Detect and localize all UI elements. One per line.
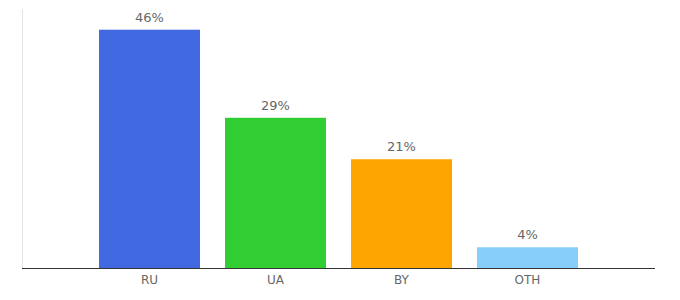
bar	[99, 30, 200, 268]
bar	[351, 159, 452, 268]
data-label: 46%	[135, 10, 164, 25]
bar	[225, 118, 326, 268]
chart-container: 46% RU 29% UA 21% BY 4% OTH	[0, 0, 680, 300]
data-label: 29%	[261, 98, 290, 113]
x-tick-label: RU	[141, 273, 158, 287]
x-tick-label: OTH	[515, 273, 541, 287]
chart: 46% RU 29% UA 21% BY 4% OTH	[0, 0, 680, 300]
y-axis-line	[22, 9, 23, 268]
x-tick-label: BY	[394, 273, 410, 287]
x-axis-line	[22, 268, 655, 269]
data-label: 21%	[387, 139, 416, 154]
bars	[99, 30, 578, 268]
x-tick-label: UA	[267, 273, 285, 287]
data-label: 4%	[517, 227, 538, 242]
bar	[477, 247, 578, 268]
